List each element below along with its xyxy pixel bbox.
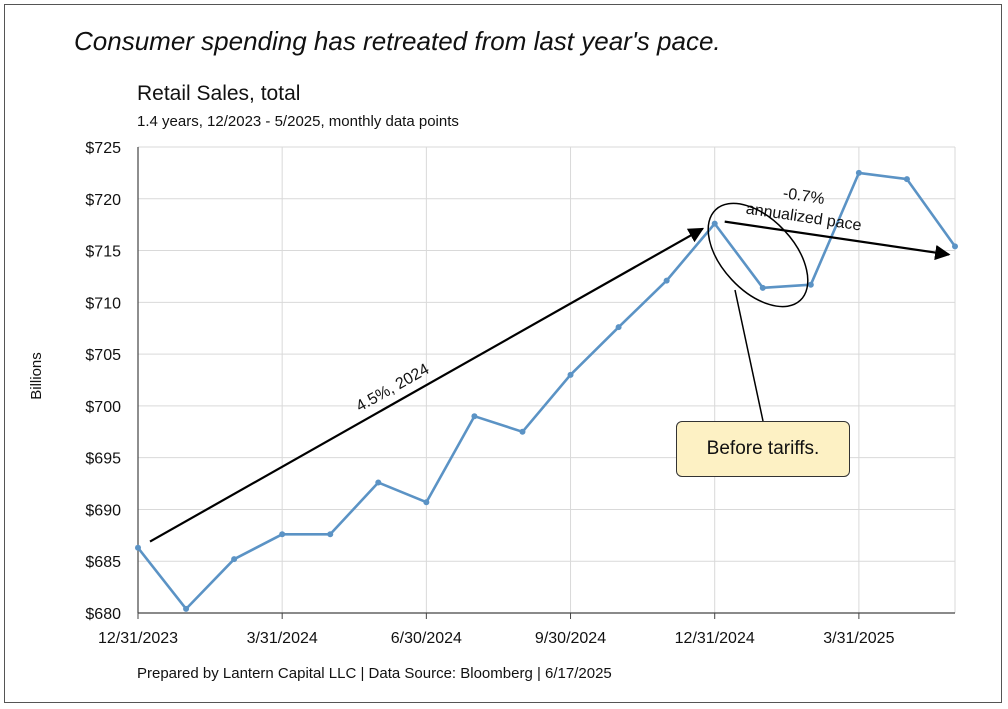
data-point	[519, 428, 526, 435]
chart-frame	[4, 4, 1002, 703]
chart-subtitle: 1.4 years, 12/2023 - 5/2025, monthly dat…	[137, 113, 459, 130]
x-tick-label: 9/30/2024	[535, 630, 606, 647]
y-tick-label: $680	[85, 606, 121, 623]
annotations: 4.5%, 2024-0.7%annualized pace	[149, 185, 951, 543]
x-tick-label: 12/31/2023	[98, 630, 178, 647]
trend-arrow-2024	[149, 227, 705, 543]
y-tick-label: $715	[85, 244, 121, 261]
series	[135, 169, 958, 612]
trend-arrow-2025	[724, 220, 951, 261]
headline: Consumer spending has retreated from las…	[74, 26, 721, 56]
data-point	[855, 169, 862, 176]
y-tick-label: $710	[85, 295, 121, 312]
axes: $680 $685 $690 $695 $700 $705 $710 $715 $720 $725…	[85, 140, 955, 647]
data-point	[231, 556, 238, 563]
data-point	[759, 284, 766, 291]
data-point	[567, 371, 574, 378]
callout-box: Before tariffs.	[676, 421, 850, 477]
data-point	[375, 479, 382, 486]
callout-pointer	[734, 289, 764, 422]
y-tick-label: $695	[85, 451, 121, 468]
x-tick-label: 12/31/2024	[675, 630, 755, 647]
data-point	[327, 531, 334, 538]
y-tick-label: $690	[85, 502, 121, 519]
y-tick-label: $685	[85, 554, 121, 571]
data-point	[952, 243, 958, 250]
data-point	[807, 281, 814, 288]
x-tick-label: 3/31/2024	[247, 630, 318, 647]
x-tick-label: 3/31/2025	[823, 630, 894, 647]
y-tick-label: $700	[85, 399, 121, 416]
y-tick-label: $720	[85, 192, 121, 209]
chart-title: Retail Sales, total	[137, 82, 301, 105]
y-tick-label: $725	[85, 140, 121, 157]
data-point	[279, 531, 286, 538]
y-axis-label: Billions	[28, 352, 45, 400]
data-point	[183, 605, 190, 612]
series-line	[136, 171, 957, 611]
data-point	[135, 544, 141, 551]
data-point	[471, 413, 478, 420]
data-point	[711, 220, 718, 227]
footer: Prepared by Lantern Capital LLC | Data S…	[137, 665, 612, 682]
x-tick-label: 6/30/2024	[391, 630, 462, 647]
highlight-ellipse	[707, 202, 809, 308]
y-tick-label: $705	[85, 347, 121, 364]
data-point	[663, 277, 670, 284]
trend-label-pct: -0.7%	[782, 185, 826, 208]
data-point	[903, 176, 910, 183]
data-point	[423, 499, 430, 506]
data-point	[615, 324, 622, 331]
